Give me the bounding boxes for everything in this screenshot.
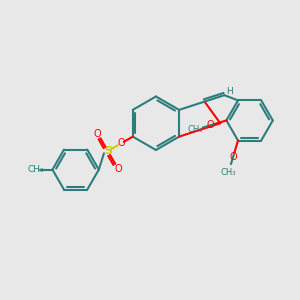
Text: O: O xyxy=(94,128,101,139)
Text: CH₃: CH₃ xyxy=(188,125,203,134)
Text: CH₃: CH₃ xyxy=(221,168,236,177)
Text: O: O xyxy=(117,138,125,148)
Text: O: O xyxy=(229,152,237,162)
Text: O: O xyxy=(206,120,214,130)
Text: CH₃: CH₃ xyxy=(28,165,44,174)
Text: O: O xyxy=(114,164,122,173)
Text: S: S xyxy=(104,146,112,156)
Text: H: H xyxy=(226,87,233,96)
